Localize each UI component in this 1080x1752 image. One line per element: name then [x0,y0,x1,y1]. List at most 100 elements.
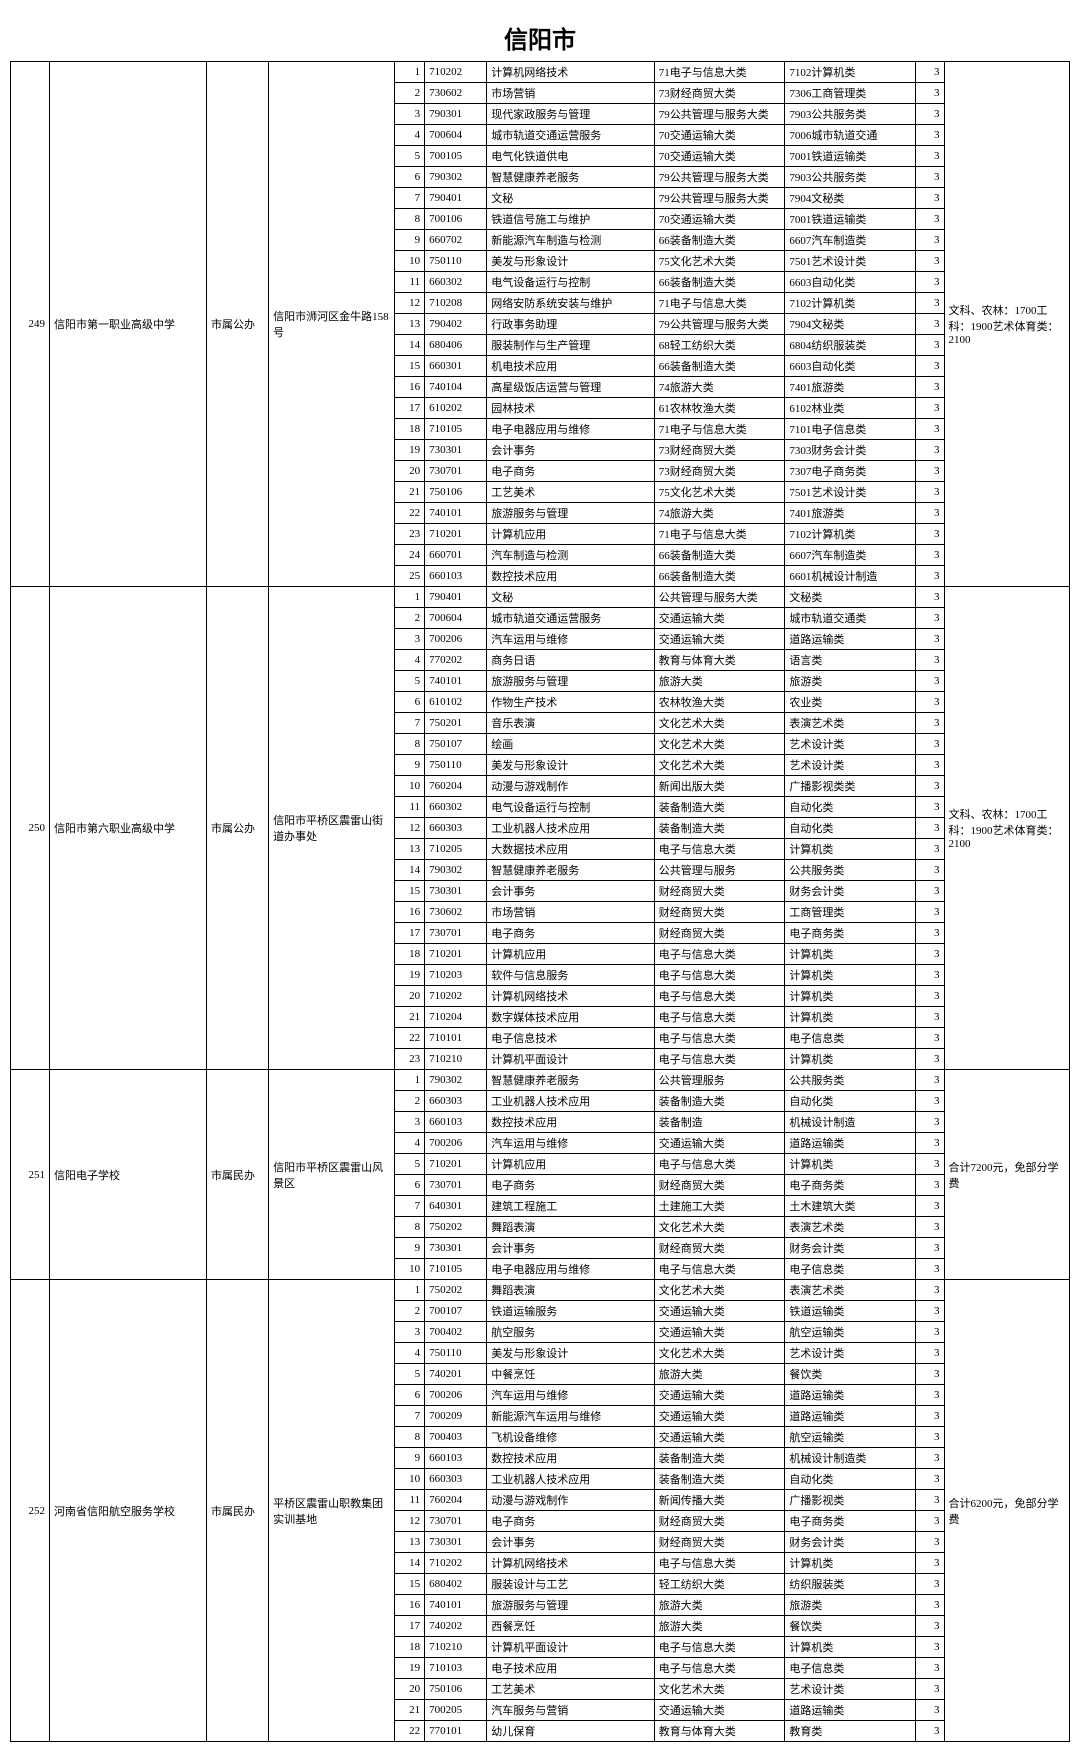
major-code: 700402 [425,1322,487,1343]
row-seq: 3 [394,104,425,125]
row-seq: 8 [394,1427,425,1448]
category-2: 电子商务类 [785,1511,916,1532]
duration: 3 [916,1007,944,1028]
row-seq: 11 [394,1490,425,1511]
row-seq: 17 [394,398,425,419]
major-name: 智慧健康养老服务 [487,860,655,881]
major-name: 计算机应用 [487,524,655,545]
category-2: 机械设计制造类 [785,1448,916,1469]
major-code: 710103 [425,1658,487,1679]
major-name: 电子电器应用与维修 [487,419,655,440]
category-2: 电子信息类 [785,1259,916,1280]
major-name: 服装设计与工艺 [487,1574,655,1595]
major-code: 790302 [425,167,487,188]
category-1: 交通运输大类 [654,1427,785,1448]
duration: 3 [916,1301,944,1322]
major-name: 西餐烹饪 [487,1616,655,1637]
duration: 3 [916,188,944,209]
major-name: 绘画 [487,734,655,755]
category-2: 7501艺术设计类 [785,482,916,503]
category-2: 7001铁道运输类 [785,146,916,167]
row-seq: 6 [394,1175,425,1196]
duration: 3 [916,1364,944,1385]
category-2: 6603自动化类 [785,356,916,377]
major-code: 660103 [425,1448,487,1469]
category-2: 6804纺织服装类 [785,335,916,356]
duration: 3 [916,755,944,776]
row-seq: 18 [394,944,425,965]
school-notes: 文科、农林：1700工科：1900艺术体育类：2100 [944,62,1069,587]
major-name: 文秘 [487,188,655,209]
major-name: 商务日语 [487,650,655,671]
category-2: 7102计算机类 [785,524,916,545]
category-1: 70交通运输大类 [654,125,785,146]
category-1: 73财经商贸大类 [654,461,785,482]
row-seq: 16 [394,377,425,398]
category-1: 文化艺术大类 [654,734,785,755]
category-2: 6607汽车制造类 [785,545,916,566]
school-name: 信阳市第六职业高级中学 [49,587,206,1070]
major-code: 700106 [425,209,487,230]
row-seq: 21 [394,482,425,503]
category-1: 70交通运输大类 [654,209,785,230]
category-1: 文化艺术大类 [654,713,785,734]
category-2: 计算机类 [785,1007,916,1028]
category-1: 71电子与信息大类 [654,293,785,314]
duration: 3 [916,125,944,146]
category-1: 旅游大类 [654,1364,785,1385]
major-code: 700604 [425,125,487,146]
row-seq: 3 [394,1322,425,1343]
major-name: 机电技术应用 [487,356,655,377]
major-name: 计算机平面设计 [487,1049,655,1070]
category-2: 餐饮类 [785,1364,916,1385]
category-2: 计算机类 [785,944,916,965]
major-code: 760204 [425,1490,487,1511]
category-2: 自动化类 [785,1469,916,1490]
row-seq: 10 [394,1469,425,1490]
category-2: 语言类 [785,650,916,671]
category-1: 73财经商贸大类 [654,83,785,104]
row-seq: 12 [394,818,425,839]
major-code: 730701 [425,461,487,482]
major-name: 电子商务 [487,923,655,944]
category-1: 文化艺术大类 [654,1280,785,1301]
major-code: 610102 [425,692,487,713]
row-seq: 7 [394,1406,425,1427]
major-code: 740101 [425,671,487,692]
category-2: 农业类 [785,692,916,713]
major-code: 730701 [425,1511,487,1532]
major-name: 网络安防系统安装与维护 [487,293,655,314]
major-code: 740201 [425,1364,487,1385]
major-name: 计算机网络技术 [487,62,655,83]
major-name: 会计事务 [487,440,655,461]
category-1: 电子与信息大类 [654,839,785,860]
major-name: 会计事务 [487,1532,655,1553]
major-code: 730301 [425,1238,487,1259]
row-seq: 24 [394,545,425,566]
duration: 3 [916,608,944,629]
major-code: 790301 [425,104,487,125]
major-name: 作物生产技术 [487,692,655,713]
row-seq: 8 [394,734,425,755]
row-seq: 22 [394,1721,425,1742]
row-seq: 9 [394,1448,425,1469]
category-2: 机械设计制造 [785,1112,916,1133]
category-2: 7001铁道运输类 [785,209,916,230]
major-code: 710105 [425,1259,487,1280]
category-2: 计算机类 [785,1637,916,1658]
major-code: 610202 [425,398,487,419]
row-seq: 22 [394,1028,425,1049]
duration: 3 [916,167,944,188]
category-1: 交通运输大类 [654,1301,785,1322]
category-2: 计算机类 [785,986,916,1007]
duration: 3 [916,1154,944,1175]
school-type: 市属民办 [206,1280,268,1742]
category-2: 自动化类 [785,1091,916,1112]
major-name: 数控技术应用 [487,566,655,587]
major-code: 750201 [425,713,487,734]
category-1: 电子与信息大类 [654,1553,785,1574]
category-1: 财经商贸大类 [654,881,785,902]
duration: 3 [916,818,944,839]
category-2: 旅游类 [785,1595,916,1616]
row-seq: 5 [394,1364,425,1385]
